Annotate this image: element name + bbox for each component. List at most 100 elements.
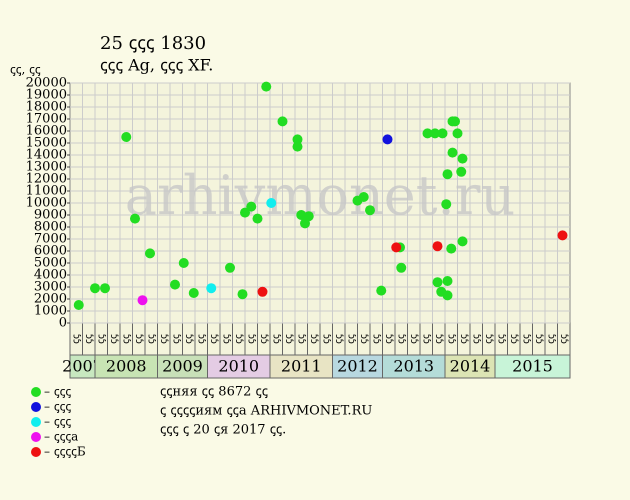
year-label: 2007 bbox=[62, 357, 103, 376]
column-label: ꞔꞔ bbox=[383, 334, 394, 344]
point bbox=[446, 243, 457, 254]
column-label: ꞔꞔ bbox=[333, 334, 344, 344]
point bbox=[303, 211, 314, 222]
point bbox=[170, 279, 180, 290]
column-label: ꞔꞔ bbox=[508, 334, 519, 344]
column-label: ꞔꞔ bbox=[458, 334, 469, 344]
point bbox=[452, 128, 463, 139]
point bbox=[261, 81, 272, 92]
note: ꞔꞔняя ꞔꞔ 8672 ꞔꞔ bbox=[160, 385, 268, 400]
y-tick-label: 1000 bbox=[34, 304, 67, 319]
column-label: ꞔꞔ bbox=[96, 334, 107, 344]
point bbox=[442, 290, 453, 301]
y-tick-label: 5000 bbox=[34, 256, 67, 271]
point bbox=[376, 285, 387, 296]
point bbox=[450, 116, 460, 127]
y-tick-label: 20000 bbox=[26, 76, 67, 91]
year-label: 2013 bbox=[393, 357, 434, 376]
chart-subtitle: ꞔꞔꞔ Ag, ꞔꞔꞔ XF. bbox=[100, 56, 213, 75]
legend-swatch bbox=[31, 417, 41, 427]
point bbox=[252, 213, 263, 224]
column-label: ꞔꞔ bbox=[221, 334, 232, 344]
point bbox=[441, 199, 452, 210]
chart-title: 25 ꞔꞔꞔ 1830 bbox=[100, 33, 206, 54]
column-label: ꞔꞔ bbox=[71, 334, 82, 344]
y-tick-label: 11000 bbox=[26, 184, 67, 199]
column-label: ꞔꞔ bbox=[283, 334, 294, 344]
y-tick-label: 3000 bbox=[34, 280, 67, 295]
year-label: 2015 bbox=[512, 357, 553, 376]
y-tick-label: 19000 bbox=[26, 88, 67, 103]
point bbox=[292, 134, 303, 145]
legend-label: – ꞔꞔꞔ bbox=[44, 415, 71, 429]
point bbox=[100, 283, 110, 294]
point bbox=[121, 132, 132, 142]
legend-label: – ꞔꞔꞔꞔБ bbox=[44, 445, 86, 459]
point bbox=[137, 295, 148, 306]
column-label: ꞔꞔ bbox=[171, 334, 182, 344]
column-label: ꞔꞔ bbox=[483, 334, 494, 344]
year-label: 2009 bbox=[162, 357, 203, 376]
column-label: ꞔꞔ bbox=[108, 334, 119, 344]
point bbox=[382, 134, 393, 145]
column-label: ꞔꞔ bbox=[408, 334, 419, 344]
column-label: ꞔꞔ bbox=[446, 334, 457, 344]
column-label: ꞔꞔ bbox=[321, 334, 332, 344]
column-label: ꞔꞔ bbox=[396, 334, 407, 344]
point bbox=[442, 169, 453, 180]
legend-label: – ꞔꞔꞔа bbox=[44, 430, 78, 444]
point bbox=[145, 248, 155, 259]
point bbox=[277, 116, 288, 127]
legend-swatch bbox=[31, 447, 41, 457]
y-tick-label: 7000 bbox=[34, 232, 67, 247]
y-axis-label: ꞔꞔ, ꞔꞔ bbox=[10, 63, 41, 77]
point bbox=[206, 283, 217, 294]
point bbox=[365, 205, 375, 216]
y-tick-label: 17000 bbox=[26, 112, 67, 127]
y-tick-label: 8000 bbox=[34, 220, 67, 235]
y-tick-label: 6000 bbox=[34, 244, 67, 259]
column-label: ꞔꞔ bbox=[471, 334, 482, 344]
point bbox=[225, 262, 235, 273]
column-label: ꞔꞔ bbox=[271, 334, 282, 344]
column-label: ꞔꞔ bbox=[521, 334, 532, 344]
point bbox=[292, 141, 303, 152]
point bbox=[178, 258, 189, 268]
point bbox=[432, 241, 443, 252]
point bbox=[557, 230, 568, 241]
y-tick-label: 16000 bbox=[26, 124, 67, 139]
column-label: ꞔꞔ bbox=[358, 334, 369, 344]
year-label: 2012 bbox=[337, 357, 378, 376]
y-tick-label: 0 bbox=[59, 316, 67, 331]
y-tick-label: 14000 bbox=[26, 148, 67, 163]
y-tick-label: 12000 bbox=[26, 172, 67, 187]
column-label: ꞔꞔ bbox=[158, 334, 169, 344]
point bbox=[358, 192, 369, 202]
year-label: 2011 bbox=[281, 357, 322, 376]
legend-swatch bbox=[31, 387, 41, 397]
y-tick-label: 10000 bbox=[26, 196, 67, 211]
column-label: ꞔꞔ bbox=[533, 334, 544, 344]
year-label: 2010 bbox=[218, 357, 259, 376]
column-label: ꞔꞔ bbox=[308, 334, 319, 344]
column-label: ꞔꞔ bbox=[121, 334, 132, 344]
y-tick-label: 18000 bbox=[26, 100, 67, 115]
y-tick-label: 2000 bbox=[34, 292, 67, 307]
legend-label: – ꞔꞔꞔ bbox=[44, 400, 71, 414]
column-label: ꞔꞔ bbox=[371, 334, 382, 344]
point bbox=[188, 288, 199, 298]
y-tick-label: 13000 bbox=[26, 160, 67, 175]
note: ꞔ ꞔꞔꞔꞔиям ꞔꞔа ARHIVMONET.RU bbox=[160, 404, 372, 419]
legend-label: – ꞔꞔꞔ bbox=[44, 385, 71, 399]
column-label: ꞔꞔ bbox=[296, 334, 307, 344]
point bbox=[447, 147, 458, 158]
point bbox=[73, 300, 84, 310]
point bbox=[266, 198, 277, 208]
column-label: ꞔꞔ bbox=[258, 334, 269, 344]
point bbox=[442, 276, 453, 286]
point bbox=[456, 166, 467, 177]
column-label: ꞔꞔ bbox=[246, 334, 257, 344]
column-label: ꞔꞔ bbox=[496, 334, 507, 344]
point bbox=[296, 210, 307, 220]
